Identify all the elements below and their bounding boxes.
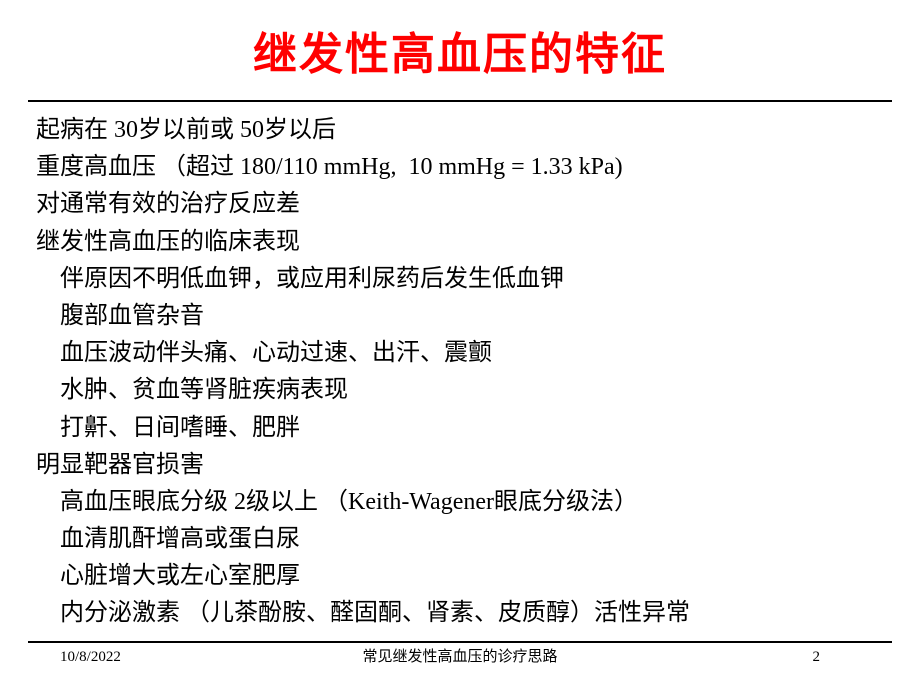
content-line: 继发性高血压的临床表现 [36,224,892,261]
content-line: 起病在 30岁以前或 50岁以后 [36,112,892,149]
slide-title: 继发性高血压的特征 [0,0,920,100]
content-line: 明显靶器官损害 [36,447,892,484]
footer-center-text: 常见继发性高血压的诊疗思路 [0,645,920,666]
content-box: 起病在 30岁以前或 50岁以后重度高血压 （超过 180/110 mmHg, … [28,100,892,643]
content-line: 内分泌激素 （儿茶酚胺、醛固酮、肾素、皮质醇）活性异常 [36,595,892,632]
footer-page-number: 2 [813,649,821,666]
content-line: 打鼾、日间嗜睡、肥胖 [36,410,892,447]
content-line: 高血压眼底分级 2级以上 （Keith-Wagener眼底分级法） [36,484,892,521]
content-line: 水肿、贫血等肾脏疾病表现 [36,372,892,409]
content-line: 腹部血管杂音 [36,298,892,335]
content-line: 重度高血压 （超过 180/110 mmHg, 10 mmHg = 1.33 k… [36,149,892,186]
content-line: 伴原因不明低血钾，或应用利尿药后发生低血钾 [36,261,892,298]
content-line: 对通常有效的治疗反应差 [36,186,892,223]
slide: 继发性高血压的特征 起病在 30岁以前或 50岁以后重度高血压 （超过 180/… [0,0,920,690]
content-line: 血清肌酐增高或蛋白尿 [36,521,892,558]
content-line: 血压波动伴头痛、心动过速、出汗、震颤 [36,335,892,372]
content-line: 心脏增大或左心室肥厚 [36,558,892,595]
